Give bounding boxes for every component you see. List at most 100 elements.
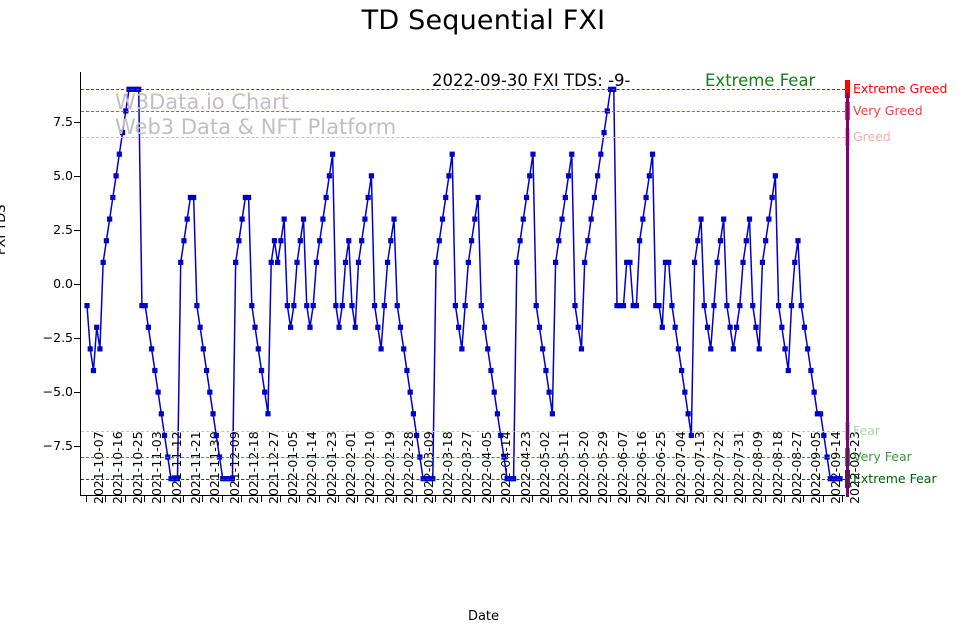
y-tick bbox=[74, 446, 80, 448]
data-point bbox=[485, 346, 491, 352]
data-point bbox=[517, 238, 523, 244]
data-point bbox=[294, 259, 300, 265]
data-point bbox=[330, 151, 336, 157]
data-point bbox=[158, 411, 164, 417]
data-point bbox=[763, 238, 769, 244]
data-point bbox=[262, 389, 268, 395]
data-point bbox=[801, 324, 808, 330]
threshold-line-fear bbox=[81, 431, 845, 433]
data-point bbox=[595, 173, 601, 179]
data-point bbox=[698, 216, 704, 222]
data-point bbox=[523, 194, 530, 201]
data-point bbox=[110, 194, 116, 201]
x-tick bbox=[687, 496, 689, 502]
data-point bbox=[649, 151, 656, 157]
data-point bbox=[491, 389, 497, 395]
data-point bbox=[184, 216, 190, 222]
x-tick bbox=[531, 496, 533, 502]
data-point bbox=[323, 194, 329, 201]
x-tick bbox=[667, 496, 669, 502]
data-point bbox=[695, 238, 701, 244]
x-tick bbox=[357, 496, 359, 502]
x-tick-label: 2022-09-23 bbox=[847, 431, 863, 504]
data-point bbox=[388, 238, 394, 244]
data-point bbox=[107, 216, 113, 222]
data-point bbox=[759, 259, 766, 265]
x-tick bbox=[86, 496, 87, 502]
data-point bbox=[326, 173, 332, 179]
x-axis-title: Date bbox=[467, 609, 500, 624]
data-point bbox=[258, 367, 265, 374]
y-tick-label: 5.0 bbox=[53, 167, 73, 183]
data-point bbox=[194, 303, 200, 309]
data-point bbox=[242, 194, 248, 201]
data-point bbox=[601, 129, 607, 136]
data-point bbox=[346, 238, 352, 244]
data-point bbox=[155, 389, 161, 395]
data-point bbox=[785, 367, 791, 374]
data-point bbox=[743, 238, 749, 244]
data-point bbox=[588, 216, 594, 222]
data-point bbox=[656, 303, 662, 309]
data-point bbox=[365, 194, 371, 201]
data-point bbox=[556, 238, 562, 244]
data-point bbox=[149, 346, 155, 352]
x-tick bbox=[396, 496, 398, 502]
x-tick bbox=[376, 496, 378, 502]
data-point bbox=[394, 303, 400, 309]
data-point bbox=[646, 173, 652, 179]
data-point bbox=[187, 194, 194, 201]
x-tick bbox=[784, 496, 786, 502]
data-point bbox=[203, 367, 210, 374]
data-point bbox=[540, 346, 546, 352]
data-point bbox=[336, 324, 342, 330]
data-point bbox=[711, 303, 717, 309]
threshold-label-fear: Fear bbox=[853, 423, 880, 439]
x-tick bbox=[241, 496, 243, 502]
data-point bbox=[278, 238, 284, 244]
data-point bbox=[404, 367, 410, 374]
data-point bbox=[653, 303, 659, 309]
data-point bbox=[792, 259, 798, 265]
y-tick-label: 0.0 bbox=[53, 276, 73, 291]
data-point bbox=[362, 216, 368, 222]
data-point bbox=[236, 238, 242, 244]
annotation-date-value: 2022-09-30 FXI TDS: -9- bbox=[432, 71, 631, 90]
data-point bbox=[414, 432, 420, 439]
data-point bbox=[378, 346, 384, 352]
data-point bbox=[456, 324, 462, 330]
data-point bbox=[468, 238, 475, 244]
data-point bbox=[591, 194, 597, 201]
x-tick bbox=[105, 496, 107, 502]
data-point bbox=[252, 324, 258, 330]
y-tick bbox=[74, 392, 80, 394]
data-point bbox=[669, 303, 675, 309]
data-point bbox=[320, 216, 326, 222]
data-point bbox=[675, 346, 682, 352]
y-axis-title: FXI TDS bbox=[0, 204, 9, 255]
data-point bbox=[161, 432, 168, 439]
x-tick bbox=[725, 496, 727, 502]
data-point bbox=[291, 303, 297, 309]
data-point bbox=[756, 346, 762, 352]
data-point bbox=[475, 194, 481, 201]
y-tick-label: −2.5 bbox=[42, 330, 73, 346]
data-point bbox=[730, 346, 736, 352]
data-point bbox=[546, 389, 552, 395]
data-point bbox=[701, 303, 707, 309]
data-point bbox=[553, 259, 559, 265]
data-point bbox=[740, 259, 746, 265]
data-point bbox=[100, 259, 106, 265]
data-point bbox=[210, 411, 216, 417]
x-tick bbox=[493, 496, 495, 502]
x-tick bbox=[590, 496, 592, 502]
data-point bbox=[520, 216, 526, 222]
data-point bbox=[439, 216, 446, 222]
data-point bbox=[585, 238, 591, 244]
data-point bbox=[805, 346, 811, 352]
y-tick bbox=[74, 284, 80, 285]
data-point bbox=[191, 194, 197, 201]
data-point bbox=[818, 411, 824, 417]
threshold-label-extreme-fear: Extreme Fear bbox=[853, 470, 937, 486]
data-point bbox=[142, 303, 148, 309]
